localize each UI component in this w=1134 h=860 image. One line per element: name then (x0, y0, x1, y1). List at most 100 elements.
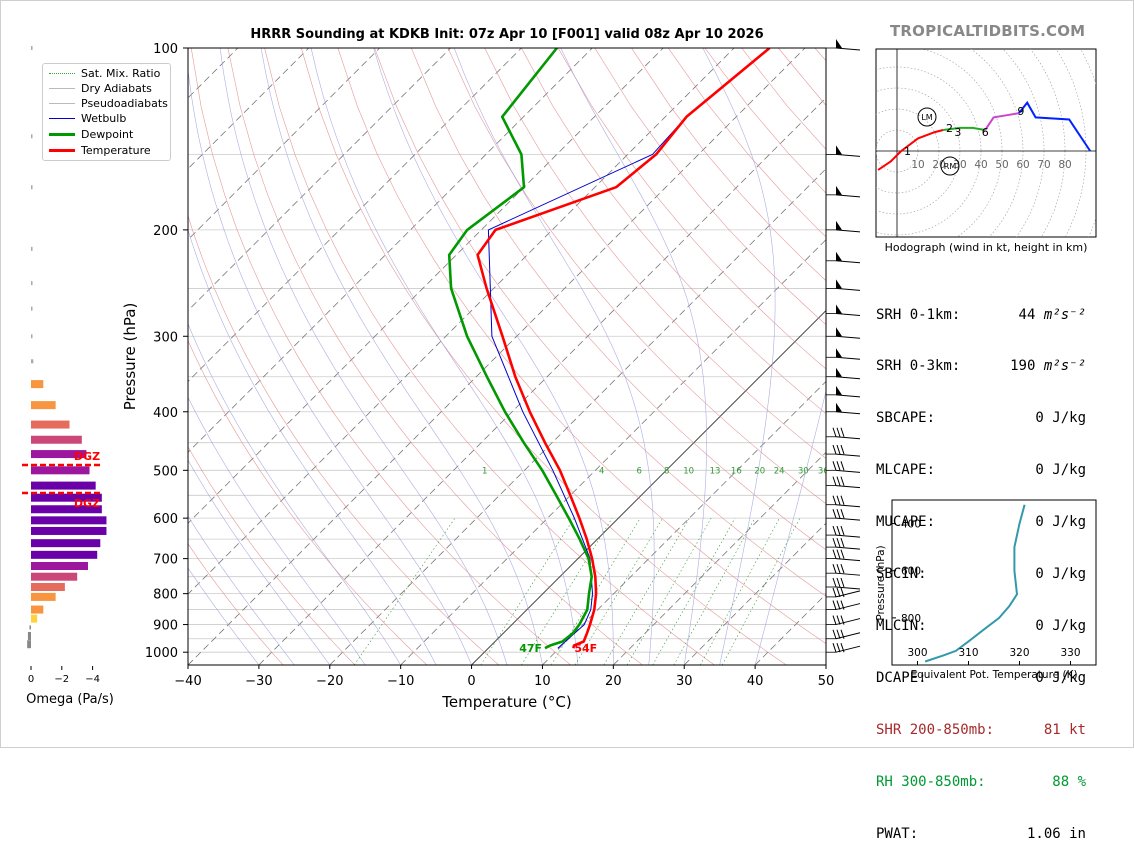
mixing-ratio-label: 4 (599, 467, 604, 477)
chart-legend: Sat. Mix. Ratio Dry Adiabats Pseudoadiab… (42, 63, 171, 161)
param-label: MLCIN: (876, 618, 927, 635)
omega-bar (31, 593, 56, 601)
moist-adiabat (220, 48, 507, 665)
param-value: 0 J/kg (927, 670, 1086, 687)
wind-barb-flag (841, 550, 844, 559)
mixing-ratio-label: 8 (664, 467, 669, 477)
hodo-ring-label: 40 (974, 159, 987, 171)
srh-0-3km-value: 190 (1010, 358, 1035, 374)
wind-barb-staff (836, 230, 860, 232)
omega-bar (29, 625, 31, 629)
x-tick-label: 40 (747, 674, 764, 689)
omega-bar (27, 640, 31, 648)
wind-barb-flag (833, 643, 836, 652)
mixing-ratio-label: 1 (482, 467, 487, 477)
wetbulb-trace (488, 48, 769, 648)
mixing-ratio-label: 36 (818, 467, 829, 477)
y-tick-label: 700 (153, 553, 178, 568)
legend-item-dry-adiabats: Dry Adiabats (43, 81, 152, 95)
mlcape-row: MLCAPE:0 J/kg (876, 462, 1086, 479)
wind-barb-flag (837, 496, 840, 505)
hodo-ring-label: 50 (995, 159, 1008, 171)
moist-adiabat (454, 48, 654, 665)
wind-barb-flag (841, 428, 844, 437)
wind-barb-flag (833, 477, 836, 486)
dgz-label: DGZ (74, 450, 100, 463)
y-tick-label: 300 (153, 330, 178, 345)
moist-adiabat (156, 48, 436, 665)
param-label: MLCAPE: (876, 462, 935, 479)
wind-barb-pennant (836, 403, 842, 412)
wind-barb-staff (836, 535, 860, 537)
wind-barb-staff (836, 518, 860, 520)
wind-barb-flag (841, 477, 844, 486)
wind-barb-pennant (836, 304, 842, 313)
wind-barb-staff (836, 357, 860, 359)
wind-barb-flag (833, 630, 836, 639)
param-value: 81 kt (994, 722, 1086, 739)
wind-barb-flag (837, 630, 840, 639)
legend-label: Dry Adiabats (81, 82, 152, 95)
mixing-ratio-line (700, 518, 779, 665)
wind-barb-staff (836, 395, 860, 397)
param-label: RH 300-850mb: (876, 774, 986, 791)
wind-barb-pennant (836, 221, 842, 230)
skewt-frame (188, 48, 826, 665)
wind-barb-flag (837, 643, 840, 652)
mixing-ratio-label: 30 (798, 467, 809, 477)
sbcin-row: SBCIN:0 J/kg (876, 566, 1086, 583)
mixing-ratio-label: 24 (774, 467, 785, 477)
omega-bar (31, 401, 56, 409)
wind-barb-pennant (836, 279, 842, 288)
legend-item-temperature: Temperature (43, 143, 151, 157)
mixing-ratio-line (674, 518, 755, 665)
mixing-ratio-line (354, 518, 455, 665)
wind-barb-flag (841, 509, 844, 518)
omega-bar (31, 583, 65, 591)
hodo-height-label: 2 (946, 122, 953, 135)
mucape-row: MUCAPE:0 J/kg (876, 514, 1086, 531)
y-tick-label: 900 (153, 619, 178, 634)
param-value: 190 m²s⁻² (960, 358, 1086, 375)
wind-barb-flag (841, 445, 844, 454)
left-mover-label: LM (921, 113, 932, 122)
param-value: 0 J/kg (935, 462, 1086, 479)
wind-barb-staff (836, 486, 860, 488)
wind-barb-pennant (836, 386, 842, 395)
shear-row: SHR 200-850mb:81 kt (876, 722, 1086, 739)
pwat-row: PWAT:1.06 in (876, 826, 1086, 843)
mixing-ratio-label: 6 (636, 467, 641, 477)
param-label: DCAPE: (876, 670, 927, 687)
wind-barb-flag (833, 564, 836, 573)
param-label: SRH 0-1km: (876, 307, 960, 324)
mixing-ratio-line (604, 518, 690, 665)
omega-x-tick-label: −2 (54, 674, 69, 685)
wind-barb-staff (836, 437, 860, 439)
wind-barb-flag (841, 496, 844, 505)
param-value: 0 J/kg (935, 514, 1086, 531)
wind-barb-flag (833, 578, 836, 587)
y-axis-label: Pressure (hPa) (121, 303, 139, 411)
wind-barb-staff (836, 547, 860, 549)
omega-bar (31, 281, 33, 285)
wind-barb-staff (836, 261, 860, 263)
wind-barb-flag (837, 538, 840, 547)
omega-bar (31, 606, 43, 614)
x-tick-label: −30 (245, 674, 272, 689)
x-tick-label: −40 (174, 674, 201, 689)
x-tick-label: 0 (467, 674, 475, 689)
wind-barb-staff (836, 412, 860, 414)
param-value: 0 J/kg (927, 618, 1086, 635)
wind-barb-staff (836, 454, 860, 456)
mixing-ratio-line (627, 518, 711, 665)
surface-temperature-label: 54F (574, 642, 597, 655)
omega-bar (31, 359, 33, 363)
y-tick-label: 500 (153, 464, 178, 479)
param-value: 0 J/kg (927, 566, 1086, 583)
omega-bar (28, 632, 31, 640)
wind-barb-staff (836, 313, 860, 315)
wind-barb-staff (836, 336, 860, 338)
moist-adiabat (311, 48, 578, 665)
wind-barb-flag (841, 578, 844, 587)
mixing-ratio-line (653, 518, 735, 665)
